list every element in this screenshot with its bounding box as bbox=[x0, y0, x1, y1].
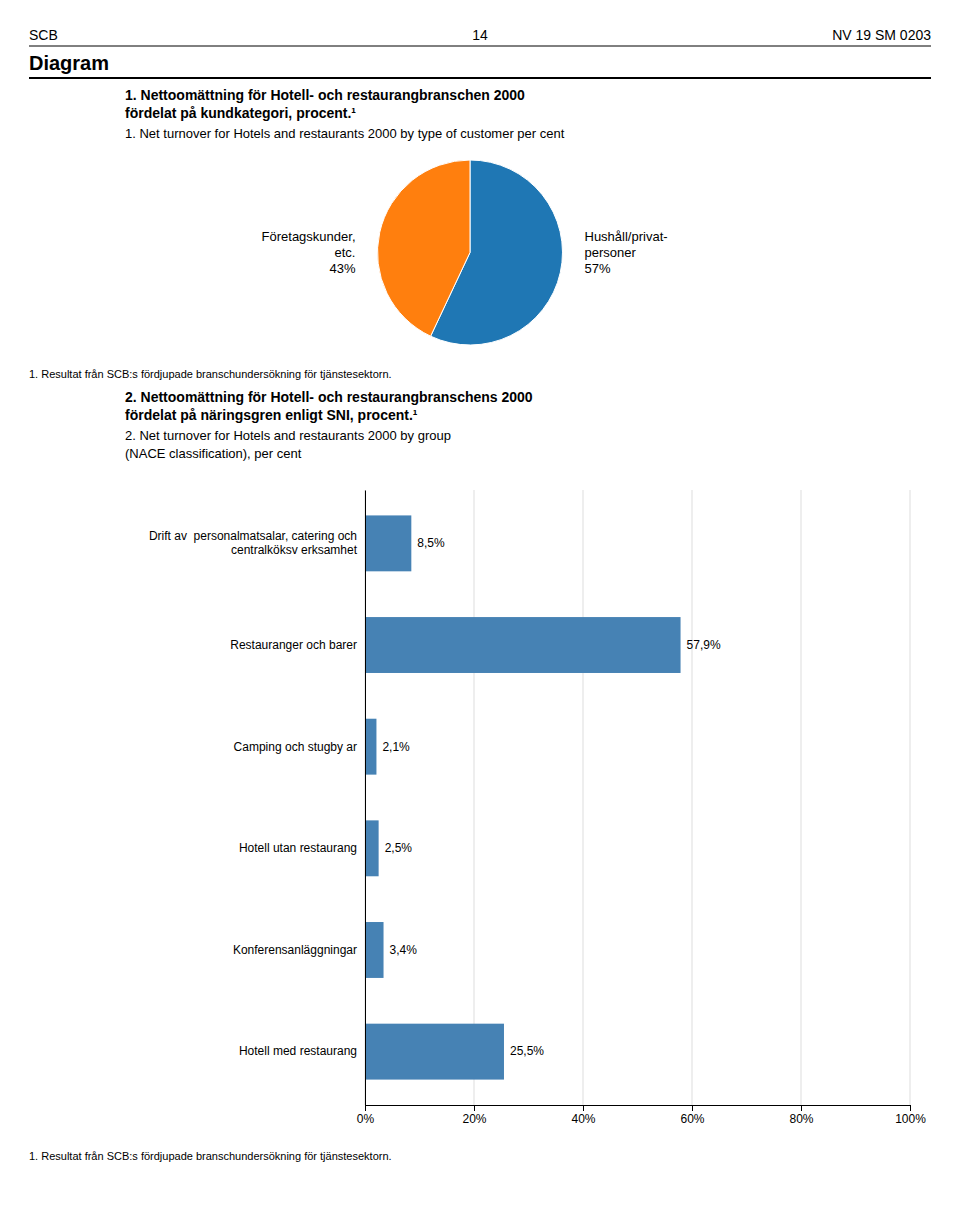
y-tick: Restauranger och barer bbox=[230, 638, 357, 652]
grid-line bbox=[801, 490, 802, 1105]
footnote: 1. Resultat från SCB:s fördjupade bransc… bbox=[29, 368, 392, 380]
x-axis: 0% 20% 40% 60% 80% 100% bbox=[357, 1105, 926, 1126]
data-label: 57% bbox=[585, 261, 611, 276]
x-tick-label: 60% bbox=[680, 1112, 704, 1126]
y-tick-label: Konferensanläggningar bbox=[233, 943, 357, 957]
y-tick: Hotell med restaurang bbox=[239, 1044, 357, 1058]
x-tick-mark bbox=[365, 1105, 366, 1111]
grid bbox=[365, 490, 910, 1105]
page-header: NV 19 SM 0203 bbox=[832, 27, 931, 43]
chart: 1. Nettoomättning för Hotell- och restau… bbox=[29, 87, 668, 380]
x-tick: 20% bbox=[462, 1105, 486, 1126]
y-tick-label: Hotell utan restaurang bbox=[239, 841, 357, 855]
y-tick: Konferensanläggningar bbox=[233, 943, 357, 957]
data-label: 2,1% bbox=[382, 740, 410, 754]
x-axis-line bbox=[366, 1106, 911, 1112]
bar bbox=[365, 1024, 504, 1080]
chart-title: 2. Nettoomättning för Hotell- och restau… bbox=[125, 389, 533, 423]
y-tick: Hotell utan restaurang bbox=[239, 841, 357, 855]
grid-line bbox=[583, 490, 584, 1105]
bar bbox=[365, 719, 376, 775]
bar bbox=[365, 820, 379, 876]
grid-line bbox=[365, 490, 366, 1105]
data-label: 25,5% bbox=[510, 1044, 544, 1058]
page-header: 14 bbox=[472, 27, 488, 43]
x-tick: 100% bbox=[895, 1105, 926, 1126]
x-tick-label: 0% bbox=[357, 1112, 375, 1126]
x-tick-label: 100% bbox=[895, 1112, 926, 1126]
data-label: 3,4% bbox=[390, 943, 418, 957]
x-tick: 60% bbox=[680, 1105, 704, 1126]
y-tick-label: Hotell med restaurang bbox=[239, 1044, 357, 1058]
y-tick-label: Camping och stugby ar bbox=[234, 740, 357, 754]
pie-slice bbox=[377, 160, 470, 336]
chart-subtitle: 2. Net turnover for Hotels and restauran… bbox=[125, 428, 451, 461]
slice-label: Företagskunder,etc. bbox=[262, 229, 356, 260]
footnote: 1. Resultat från SCB:s fördjupade bransc… bbox=[29, 1150, 392, 1162]
y-axis: Drift av personalmatsalar, catering ochc… bbox=[149, 491, 366, 1106]
y-tick-label: Drift av personalmatsalar, catering ochc… bbox=[149, 529, 358, 557]
chart-title: 1. Nettoomättning för Hotell- och restau… bbox=[125, 87, 525, 121]
pie bbox=[377, 160, 562, 345]
y-tick: Camping och stugby ar bbox=[234, 740, 357, 754]
section-title: Diagram bbox=[29, 52, 109, 74]
grid-line bbox=[474, 490, 475, 1105]
data-label: 57,9% bbox=[687, 638, 721, 652]
slice-label: Hushåll/privat-personer bbox=[585, 229, 668, 260]
page: SCB 14 NV 19 SM 0203 Diagram 1. Nettoomättni… bbox=[0, 0, 960, 1230]
section-rule bbox=[29, 77, 931, 79]
bar bbox=[365, 617, 681, 673]
x-tick-label: 80% bbox=[789, 1112, 813, 1126]
grid-line bbox=[692, 490, 693, 1105]
bars bbox=[365, 515, 681, 1079]
x-tick: 40% bbox=[571, 1105, 595, 1126]
page-header: SCB bbox=[29, 27, 58, 43]
data-label: 8,5% bbox=[417, 536, 445, 550]
x-tick-mark bbox=[910, 1105, 911, 1111]
grid-line bbox=[910, 490, 911, 1105]
x-tick-mark bbox=[583, 1105, 584, 1111]
data-label: 2,5% bbox=[385, 841, 413, 855]
chart: 2. Nettoomättning för Hotell- och restau… bbox=[29, 389, 926, 1162]
y-tick-label: Restauranger och barer bbox=[230, 638, 357, 652]
y-tick: Drift av personalmatsalar, catering ochc… bbox=[149, 529, 358, 557]
x-tick: 0% bbox=[357, 1105, 375, 1126]
x-tick-mark bbox=[474, 1105, 475, 1111]
x-tick-mark bbox=[801, 1105, 802, 1111]
x-tick-label: 20% bbox=[462, 1112, 486, 1126]
y-axis-line bbox=[365, 491, 366, 1106]
bar bbox=[365, 922, 384, 978]
chart-subtitle: 1. Net turnover for Hotels and restauran… bbox=[125, 126, 565, 141]
bar bbox=[365, 515, 411, 571]
x-tick: 80% bbox=[789, 1105, 813, 1126]
data-label: 43% bbox=[329, 261, 355, 276]
x-tick-label: 40% bbox=[571, 1112, 595, 1126]
header-rule bbox=[29, 46, 931, 47]
data-labels: 8,5% 57,9% 2,1% 2,5% 3,4% 25,5% bbox=[382, 536, 720, 1058]
x-tick-mark bbox=[692, 1105, 693, 1111]
